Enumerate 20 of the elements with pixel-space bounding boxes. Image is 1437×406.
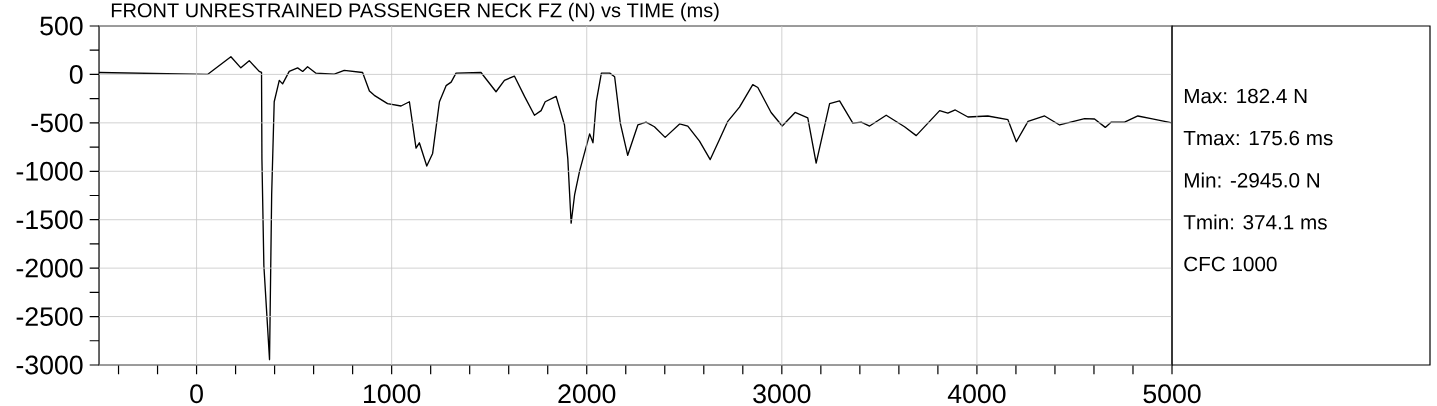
x-tick-label: 4000 <box>947 384 1006 404</box>
text: Tmin: 374.1 ms <box>1183 214 1327 230</box>
y-tick-label: 0 <box>69 64 83 84</box>
x-tick-label: 1000 <box>364 384 421 404</box>
text: Min: -2945.0 N <box>1184 172 1320 188</box>
x-tick-label: 3000 <box>753 384 811 404</box>
x-tick-label: 5000 <box>1143 384 1201 404</box>
text: Max: 182.4 N <box>1184 88 1307 104</box>
text: Tmax: 175.6 ms <box>1183 130 1333 146</box>
text: CFC 1000 <box>1184 256 1277 272</box>
y-tick-label: -2500 <box>16 307 83 326</box>
y-tick-label: -1000 <box>16 161 83 181</box>
y-tick-label: -2000 <box>16 258 83 278</box>
y-tick-label: -3000 <box>16 355 83 375</box>
y-tick-label: -500 <box>31 113 83 133</box>
x-tick-label: 2000 <box>558 384 616 404</box>
y-tick-label: 500 <box>40 16 83 36</box>
chart-title: FRONT UNRESTRAINED PASSENGER NECK FZ (N) vs TIME (ms) <box>111 2 719 22</box>
y-tick-label: -1500 <box>16 210 83 230</box>
x-tick-label: 0 <box>190 384 203 404</box>
